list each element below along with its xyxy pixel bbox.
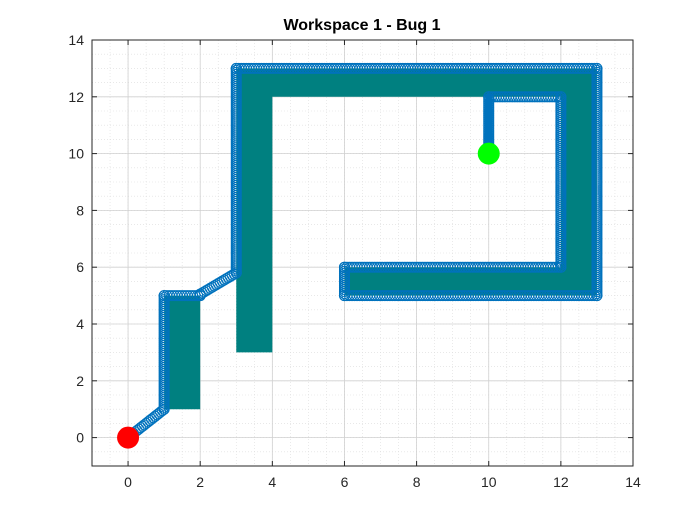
obstacle [236, 68, 597, 353]
goal-point [477, 142, 500, 165]
x-tick-label: 12 [553, 474, 569, 490]
y-tick-label: 14 [68, 32, 84, 48]
endpoints [117, 142, 500, 449]
x-tick-label: 0 [124, 474, 132, 490]
x-tick-label: 4 [268, 474, 276, 490]
y-tick-label: 8 [76, 202, 84, 218]
obstacle [164, 295, 201, 410]
y-tick-label: 0 [76, 430, 84, 446]
x-tick-label: 8 [413, 474, 421, 490]
y-tick-label: 12 [68, 89, 84, 105]
y-tick-label: 10 [68, 146, 84, 162]
x-tick-label: 10 [481, 474, 497, 490]
y-tick-label: 4 [76, 316, 84, 332]
y-axis-ticks: 0 2 4 6 8 10 12 14 [68, 32, 633, 446]
x-tick-label: 14 [625, 474, 641, 490]
plot-area: 0 2 4 6 8 10 12 14 0 2 4 6 8 10 12 14 [68, 32, 641, 490]
x-axis-ticks: 0 2 4 6 8 10 12 14 [124, 40, 641, 490]
x-tick-label: 6 [341, 474, 349, 490]
y-tick-label: 6 [76, 259, 84, 275]
x-tick-label: 2 [196, 474, 204, 490]
obstacles [164, 68, 597, 410]
path-marker [189, 290, 201, 302]
chart-title: Workspace 1 - Bug 1 [283, 17, 440, 34]
start-point [117, 426, 140, 449]
axes-box [91, 39, 634, 467]
y-tick-label: 2 [76, 373, 84, 389]
